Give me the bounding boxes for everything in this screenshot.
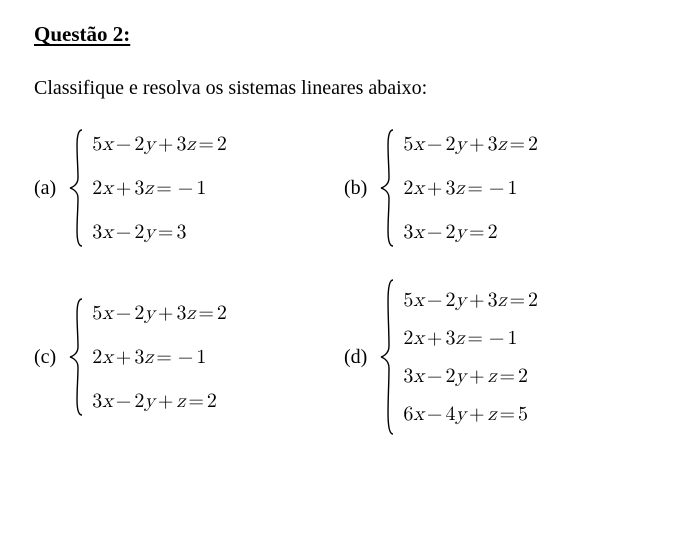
system-b: (b) 5x−2y+3z=2 2x+3z=−1 3x−2y=2 (344, 128, 538, 248)
equation-text: 3x−2y+z=2 (403, 366, 528, 386)
system-label: (d) (344, 346, 367, 369)
equation: 3x−2y+z=2 (92, 389, 227, 413)
equation: 3x−2y=3 (92, 220, 227, 244)
row-1: (a) 5x−2y+3z=2 2x+3z=−1 3x−2y=3 (b) 5x−2… (34, 128, 667, 248)
system-label: (c) (34, 346, 56, 369)
equation-text: 5x−2y+3z=2 (403, 134, 538, 154)
equation: 5x−2y+3z=2 (92, 132, 227, 156)
equation-list: 5x−2y+3z=2 2x+3z=−1 3x−2y=2 (403, 128, 538, 248)
equation-text: 2x+3z=−1 (403, 178, 517, 198)
equation: 2x+3z=−1 (92, 176, 227, 200)
page: Questão 2: Classifique e resolva os sist… (0, 0, 695, 488)
equation: 3x−2y=2 (403, 220, 538, 244)
question-title: Questão 2: (34, 22, 667, 47)
system-a: (a) 5x−2y+3z=2 2x+3z=−1 3x−2y=3 (34, 128, 344, 248)
equation: 2x+3z=−1 (92, 345, 227, 369)
equation-list: 5x−2y+3z=2 2x+3z=−1 3x−2y=3 (92, 128, 227, 248)
system-c: (c) 5x−2y+3z=2 2x+3z=−1 3x−2y+z=2 (34, 297, 344, 417)
equation-text: 2x+3z=−1 (403, 328, 517, 348)
equation: 6x−4y+z=5 (403, 402, 538, 426)
equation: 5x−2y+3z=2 (403, 132, 538, 156)
equation-text: 5x−2y+3z=2 (92, 134, 227, 154)
question-prompt: Classifique e resolva os sistemas linear… (34, 77, 667, 100)
equation-text: 5x−2y+3z=2 (403, 290, 538, 310)
equation: 5x−2y+3z=2 (92, 301, 227, 325)
equation: 3x−2y+z=2 (403, 364, 538, 388)
left-brace-icon (68, 297, 86, 417)
equation: 2x+3z=−1 (403, 326, 538, 350)
equation-text: 5x−2y+3z=2 (92, 303, 227, 323)
equation-text: 2x+3z=−1 (92, 178, 206, 198)
equation-text: 2x+3z=−1 (92, 347, 206, 367)
left-brace-icon (379, 278, 397, 436)
equation: 2x+3z=−1 (403, 176, 538, 200)
equation-text: 3x−2y=3 (92, 222, 186, 242)
equation: 5x−2y+3z=2 (403, 288, 538, 312)
equation-text: 6x−4y+z=5 (403, 404, 528, 424)
equation-list: 5x−2y+3z=2 2x+3z=−1 3x−2y+z=2 (92, 297, 227, 417)
left-brace-icon (68, 128, 86, 248)
equation-text: 3x−2y+z=2 (92, 391, 217, 411)
equation-text: 3x−2y=2 (403, 222, 497, 242)
row-2: (c) 5x−2y+3z=2 2x+3z=−1 3x−2y+z=2 (d) 5x… (34, 278, 667, 436)
equation-list: 5x−2y+3z=2 2x+3z=−1 3x−2y+z=2 6x−4y+z=5 (403, 284, 538, 430)
left-brace-icon (379, 128, 397, 248)
system-label: (a) (34, 177, 56, 200)
system-label: (b) (344, 177, 367, 200)
system-d: (d) 5x−2y+3z=2 2x+3z=−1 3x−2y+z=2 6x−4y+… (344, 278, 538, 436)
